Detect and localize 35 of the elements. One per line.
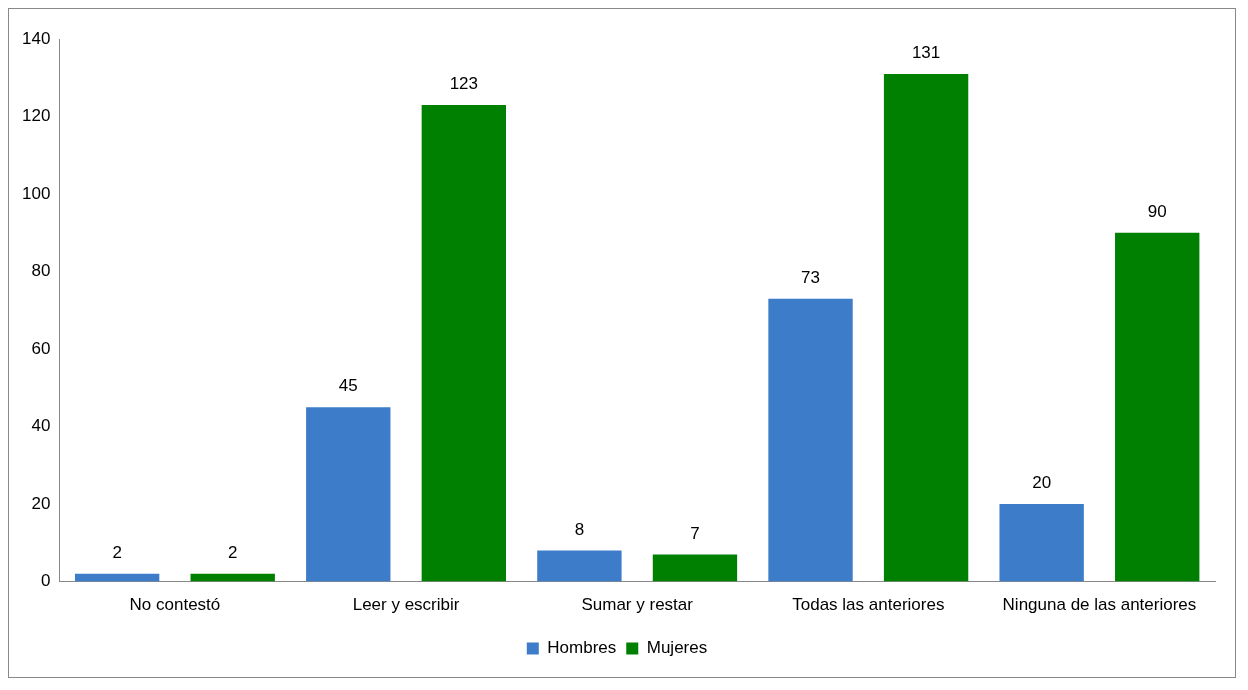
y-tick-label: 80 <box>31 261 51 281</box>
x-tick-label: Todas las anteriores <box>792 595 945 615</box>
y-tick-label: 20 <box>31 493 51 513</box>
bar <box>768 298 853 582</box>
bar <box>537 550 622 582</box>
y-tick-label: 60 <box>31 338 51 358</box>
data-label: 2 <box>227 543 238 563</box>
legend-label: Mujeres <box>646 638 708 658</box>
bar <box>883 73 969 582</box>
data-label: 73 <box>801 267 820 287</box>
data-label: 123 <box>449 74 479 94</box>
x-tick-label: Leer y escribir <box>352 595 460 615</box>
data-label: 45 <box>338 376 358 396</box>
x-tick-label: Ninguna de las anteriores <box>1002 595 1197 615</box>
y-tick-label: 140 <box>21 28 51 48</box>
data-label: 7 <box>690 523 700 543</box>
x-tick-label: Sumar y restar <box>581 595 694 615</box>
bar <box>306 407 391 582</box>
data-label: 131 <box>911 43 941 63</box>
data-label: 8 <box>574 519 585 539</box>
y-tick-label: 0 <box>40 571 51 591</box>
data-label: 20 <box>1032 473 1052 493</box>
bar <box>421 104 507 582</box>
y-tick-label: 120 <box>21 106 51 126</box>
y-tick-label: 40 <box>31 416 51 436</box>
bar <box>190 573 275 582</box>
bar <box>652 554 738 582</box>
data-label: 90 <box>1147 201 1167 221</box>
bar <box>74 573 160 582</box>
bar <box>1115 232 1200 582</box>
legend-label: Hombres <box>547 638 617 658</box>
bar <box>999 504 1084 582</box>
data-label: 2 <box>112 543 122 563</box>
y-tick-label: 100 <box>21 183 51 203</box>
x-tick-label: No contestó <box>129 595 221 615</box>
